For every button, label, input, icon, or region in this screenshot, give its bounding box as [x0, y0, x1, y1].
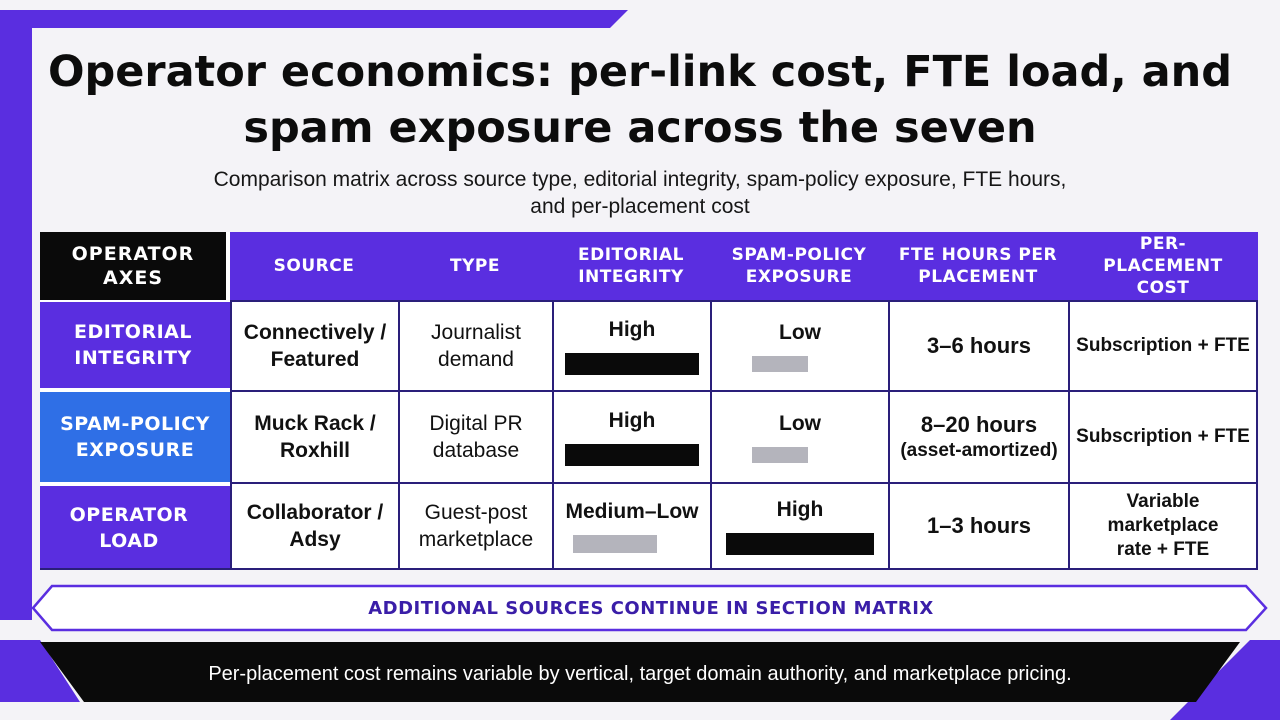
footer-note: Per-placement cost remains variable by v…	[208, 662, 1072, 685]
source-name: Connectively / Featured	[243, 321, 387, 371]
column-header-label: EDITORIAL INTEGRITY	[577, 245, 684, 287]
spam-level-label: Low	[779, 412, 821, 435]
page-subtitle: Comparison matrix across source type, ed…	[213, 168, 1067, 218]
column-header-label: FTE HOURS PER PLACEMENT	[898, 245, 1058, 287]
spam-level-bar	[752, 356, 808, 372]
cost-value: Subscription + FTE	[1076, 335, 1250, 356]
table-cell-editorial: High	[552, 300, 712, 392]
table-cell-editorial: High	[552, 390, 712, 484]
matrix-bottom-rule	[40, 568, 1258, 570]
table-cell-type: Guest-post marketplace	[398, 482, 554, 570]
editorial-level-bar	[565, 353, 699, 375]
row-label-text: EDITORIAL INTEGRITY	[74, 321, 192, 369]
table-cell-source: Connectively / Featured	[230, 300, 400, 392]
table-cell-fte: 1–3 hours	[888, 482, 1070, 570]
column-header-label: PER-PLACEMENT COST	[1103, 234, 1223, 298]
column-header-label: SOURCE	[273, 256, 355, 276]
source-name: Collaborator / Adsy	[246, 501, 384, 551]
editorial-level-bar	[573, 535, 657, 553]
source-type: Guest-post marketplace	[418, 501, 534, 551]
page-title: Operator economics: per-link cost, FTE l…	[47, 47, 1233, 153]
column-header-label: SPAM-POLICY EXPOSURE	[731, 245, 867, 287]
table-cell-cost: Subscription + FTE	[1068, 390, 1258, 484]
editorial-level-bar	[565, 444, 699, 466]
column-header-per-placement-cost: PER-PLACEMENT COST	[1068, 232, 1258, 300]
source-type: Digital PR database	[429, 412, 523, 462]
spam-level-label: High	[776, 498, 824, 521]
comparison-matrix: OPERATOR AXES SOURCE TYPE EDITORIAL INTE…	[40, 232, 1258, 570]
table-cell-source: Muck Rack / Roxhill	[230, 390, 400, 484]
column-header-editorial-integrity: EDITORIAL INTEGRITY	[552, 232, 710, 300]
spam-level-bar	[726, 533, 874, 555]
source-type: Journalist demand	[431, 321, 521, 371]
table-cell-source: Collaborator / Adsy	[230, 482, 400, 570]
cost-value: Variable marketplace rate + FTE	[1107, 491, 1219, 560]
spam-level-bar	[752, 447, 808, 463]
spam-level-label: Low	[779, 321, 821, 344]
column-header-source: SOURCE	[230, 232, 398, 300]
source-name: Muck Rack / Roxhill	[254, 412, 376, 462]
row-label-operator-load: OPERATOR LOAD	[40, 486, 218, 570]
column-header-spam-policy-exposure: SPAM-POLICY EXPOSURE	[710, 232, 888, 300]
footer-band-shape	[40, 642, 1240, 702]
fte-note: (asset-amortized)	[900, 440, 1058, 461]
table-cell-cost: Variable marketplace rate + FTE	[1068, 482, 1258, 570]
table-cell-spam: High	[710, 482, 890, 570]
table-cell-spam: Low	[710, 300, 890, 392]
note-band-frame	[31, 584, 1268, 632]
column-header-fte-hours: FTE HOURS PER PLACEMENT	[888, 232, 1068, 300]
column-header-label: TYPE	[450, 256, 500, 276]
table-cell-spam: Low	[710, 390, 890, 484]
table-cell-editorial: Medium–Low	[552, 482, 712, 570]
table-cell-cost: Subscription + FTE	[1068, 300, 1258, 392]
fte-hours: 1–3 hours	[927, 513, 1031, 538]
cost-value: Subscription + FTE	[1076, 426, 1250, 447]
additional-sources-note: ADDITIONAL SOURCES CONTINUE IN SECTION M…	[368, 597, 934, 619]
corner-header: OPERATOR AXES	[40, 232, 226, 300]
row-label-arrows	[40, 302, 250, 570]
editorial-level-label: Medium–Low	[565, 500, 699, 523]
fte-hours: 3–6 hours	[927, 333, 1031, 358]
column-header-type: TYPE	[398, 232, 552, 300]
table-cell-type: Digital PR database	[398, 390, 554, 484]
row-label-text: OPERATOR LOAD	[69, 504, 189, 552]
fte-hours: 8–20 hours	[920, 412, 1038, 437]
corner-header-label: OPERATOR AXES	[71, 243, 195, 289]
editorial-level-label: High	[608, 318, 656, 341]
row-label-spam-policy-exposure: SPAM-POLICY EXPOSURE	[40, 392, 230, 482]
table-cell-type: Journalist demand	[398, 300, 554, 392]
table-cell-fte: 8–20 hours (asset-amortized)	[888, 390, 1070, 484]
table-cell-fte: 3–6 hours	[888, 300, 1070, 392]
editorial-level-label: High	[608, 409, 656, 432]
row-label-text: SPAM-POLICY EXPOSURE	[60, 413, 210, 461]
row-label-editorial-integrity: EDITORIAL INTEGRITY	[40, 302, 226, 388]
